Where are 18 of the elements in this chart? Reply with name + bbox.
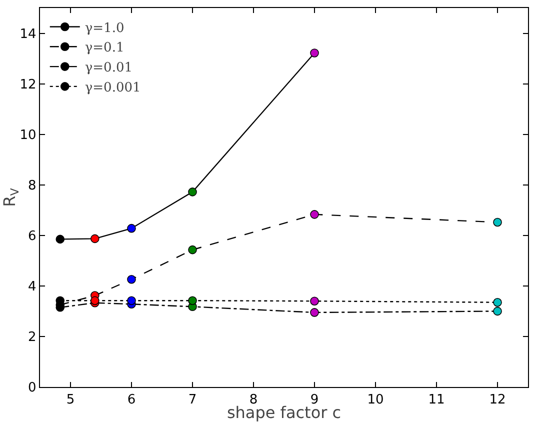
y-tick-label: 4 (28, 279, 36, 294)
legend-label: γ=1.0 (84, 20, 124, 36)
y-tick-label: 10 (20, 128, 36, 143)
y-tick-label: 14 (20, 26, 36, 42)
x-tick-label: 12 (489, 392, 506, 408)
x-tick-label: 6 (127, 392, 136, 408)
x-tick-label: 11 (428, 392, 445, 408)
y-tick-label: 6 (28, 228, 36, 244)
legend-label: γ=0.1 (84, 40, 124, 56)
x-tick-label: 5 (66, 392, 75, 408)
x-tick-label: 7 (188, 392, 197, 408)
y-tick-label: 8 (28, 178, 36, 194)
legend-label: γ=0.01 (84, 60, 132, 76)
y-tick-label: 2 (28, 330, 36, 346)
x-tick-label: 10 (367, 392, 384, 408)
y-tick-label: 12 (20, 77, 36, 92)
legend-label: γ=0.001 (84, 80, 141, 96)
y-tick-label: 0 (28, 380, 36, 396)
